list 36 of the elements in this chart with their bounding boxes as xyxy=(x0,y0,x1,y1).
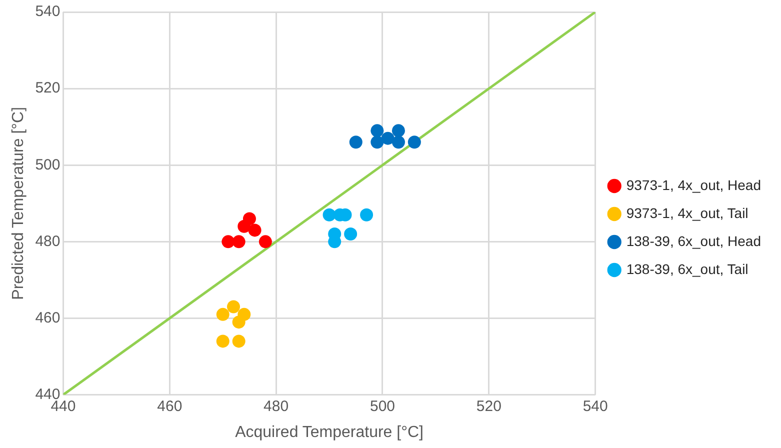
legend-label: 9373-1, 4x_out, Tail xyxy=(626,204,748,221)
point xyxy=(408,136,421,149)
point xyxy=(360,208,374,222)
point xyxy=(349,136,362,149)
x-tick-label: 540 xyxy=(582,398,608,415)
x-axis-title: Acquired Temperature [°C] xyxy=(235,424,424,441)
point xyxy=(370,124,384,138)
x-tick-label: 440 xyxy=(50,398,76,415)
y-tick-label: 540 xyxy=(35,3,60,20)
point xyxy=(216,308,230,321)
point xyxy=(222,235,235,248)
point xyxy=(232,334,246,348)
point xyxy=(392,124,405,138)
x-tick-label: 500 xyxy=(370,398,396,415)
legend-label: 138-39, 6x_out, Tail xyxy=(626,260,748,277)
point xyxy=(216,334,230,348)
y-tick-label: 480 xyxy=(35,232,60,250)
x-tick-label: 520 xyxy=(476,398,502,415)
point xyxy=(344,228,358,241)
point xyxy=(242,212,256,226)
point xyxy=(381,132,394,145)
point xyxy=(227,300,240,314)
y-axis-title: Predicted Temperature [°C] xyxy=(10,106,28,300)
point xyxy=(370,136,384,149)
point xyxy=(258,235,272,248)
legend-label: 9373-1, 4x_out, Head xyxy=(626,176,761,193)
point xyxy=(392,136,405,149)
x-tick-label: 480 xyxy=(264,398,289,415)
legend-label: 138-39, 6x_out, Head xyxy=(626,232,761,249)
point xyxy=(232,235,246,248)
y-tick-label: 500 xyxy=(35,156,60,174)
point xyxy=(232,316,246,329)
x-tick-label: 460 xyxy=(157,398,182,415)
point xyxy=(248,224,262,237)
y-tick-label: 460 xyxy=(35,309,60,326)
y-tick-label: 520 xyxy=(35,80,60,97)
